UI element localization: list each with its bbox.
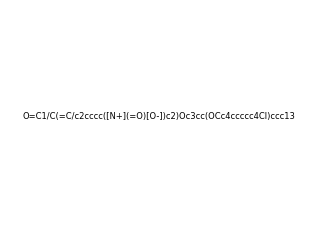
Text: O=C1/C(=C/c2cccc([N+](=O)[O-])c2)Oc3cc(OCc4ccccc4Cl)ccc13: O=C1/C(=C/c2cccc([N+](=O)[O-])c2)Oc3cc(O… (22, 113, 295, 121)
